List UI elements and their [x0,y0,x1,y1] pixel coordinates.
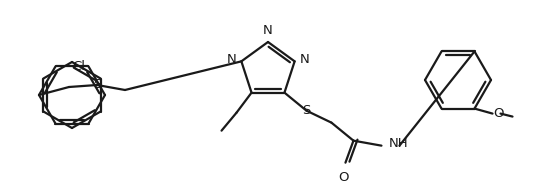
Text: N: N [263,24,273,37]
Text: O: O [338,171,349,184]
Text: N: N [300,53,309,66]
Text: N: N [227,53,237,66]
Text: O: O [493,107,504,120]
Text: NH: NH [388,137,408,150]
Text: S: S [302,104,310,117]
Text: Cl: Cl [72,60,85,73]
Text: S: S [93,79,101,91]
